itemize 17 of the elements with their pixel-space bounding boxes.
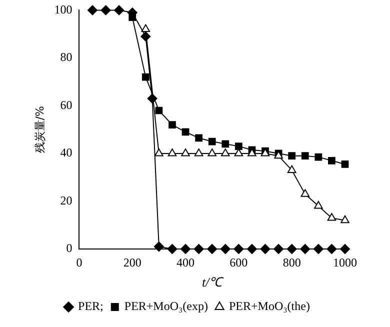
x-tick-label: 400 [176, 255, 195, 270]
legend-label: PER+MoO₃(the) [229, 299, 310, 314]
x-axis-title: t/℃ [202, 274, 224, 290]
x-tick-label: 600 [230, 255, 248, 270]
y-tick-label: 0 [66, 241, 72, 256]
y-tick-label: 40 [60, 146, 72, 160]
y-tick-label: 20 [60, 193, 72, 208]
x-tick-label: 800 [282, 255, 301, 270]
legend-label: PER+MoO₃(exp) [124, 299, 208, 314]
y-tick-label: 100 [54, 2, 72, 16]
x-tick-label: 200 [123, 255, 142, 270]
legend-label: PER; [78, 299, 104, 314]
y-tick-label: 60 [60, 98, 72, 112]
y-axis-title: 残炭量/% [33, 106, 46, 154]
x-tick-label: 0 [76, 255, 82, 270]
x-tick-label: 1000 [333, 255, 357, 270]
y-tick-label: 80 [60, 50, 72, 64]
